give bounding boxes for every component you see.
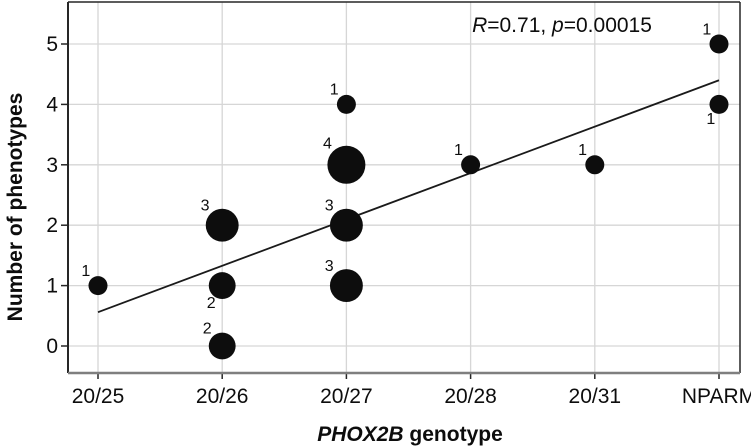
bubble-count-label: 3	[325, 198, 334, 215]
data-point-bubble	[329, 269, 363, 303]
bubble-count-label: 2	[207, 295, 216, 312]
data-point-bubble	[461, 155, 481, 175]
x-tick-label: 20/28	[444, 385, 497, 408]
data-point-bubble	[329, 208, 363, 242]
bubble-count-label: 1	[330, 82, 339, 99]
x-tick-label: 20/31	[569, 385, 622, 408]
annotation-p-value: =0.00015	[564, 14, 652, 37]
bubble-count-label: 1	[454, 142, 463, 159]
x-axis-title-gene-name: PHOX2B	[317, 423, 403, 446]
bubble-count-label: 1	[706, 111, 715, 128]
x-tick-label: 20/26	[196, 385, 249, 408]
data-point-bubble	[208, 272, 236, 300]
data-point-bubble	[208, 332, 236, 360]
data-point-bubble	[88, 276, 108, 296]
bubble-count-label: 1	[81, 263, 90, 280]
bubble-layer	[88, 34, 729, 360]
data-point-bubble	[327, 145, 366, 184]
data-point-bubble	[709, 94, 729, 114]
trend-line	[97, 79, 720, 314]
x-tick-label: 20/27	[320, 385, 373, 408]
y-tick-label: 5	[46, 33, 58, 56]
annotation-r-symbol: R	[472, 14, 487, 37]
bubble-count-label: 1	[702, 21, 711, 38]
data-point-bubble	[709, 34, 729, 54]
bubble-count-label: 3	[201, 198, 210, 215]
correlation-annotation: R=0.71, p=0.00015	[472, 14, 652, 37]
y-tick-label: 3	[46, 154, 58, 177]
bubble-count-label: 3	[325, 258, 334, 275]
frame-layer	[61, 1, 741, 379]
bubble-count-label: 2	[203, 320, 212, 337]
trend-layer	[97, 79, 720, 314]
y-axis-title: Number of phenotypes	[4, 93, 27, 322]
x-tick-label: NPARM	[682, 385, 751, 408]
y-tick-label: 2	[46, 214, 58, 237]
annotation-p-symbol: p	[551, 14, 564, 37]
y-tick-label: 1	[46, 275, 58, 298]
data-point-bubble	[585, 155, 605, 175]
x-axis-title-rest: genotype	[404, 423, 503, 446]
annotation-r-value: =0.71,	[487, 14, 552, 37]
bubble-count-label: 4	[323, 135, 332, 152]
bubble-count-label: 1	[578, 142, 587, 159]
grid-layer	[68, 2, 740, 373]
x-tick-label: 20/25	[72, 385, 125, 408]
y-tick-label: 0	[46, 335, 58, 358]
y-tick-label: 4	[46, 93, 58, 116]
data-point-bubble	[205, 208, 239, 242]
x-axis-title: PHOX2B genotype	[317, 423, 503, 446]
label-layer: 0 1 2 3 4 5 20/25 20/26 20/27 20/28 20/31 NPARM 1 3 2 2…	[46, 21, 751, 408]
data-point-bubble	[336, 94, 356, 114]
